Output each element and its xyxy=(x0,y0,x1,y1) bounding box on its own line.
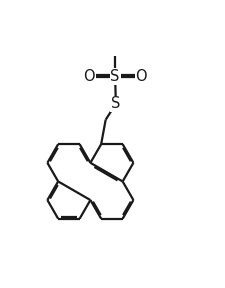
Text: S: S xyxy=(110,69,119,84)
Text: S: S xyxy=(111,96,120,111)
Text: O: O xyxy=(135,69,146,84)
Text: O: O xyxy=(83,69,94,84)
